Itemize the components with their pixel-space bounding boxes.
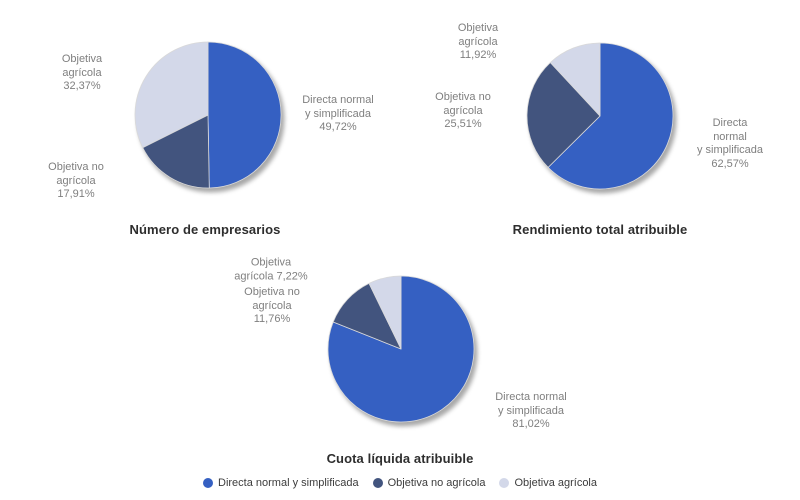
pie-slice-2 — [549, 42, 601, 117]
pie-chart-rendimiento-total-atribuible — [526, 42, 674, 190]
legend-label-objetiva-agricola: Objetiva agrícola — [514, 477, 597, 489]
slice-label-objetiva-agricola: Objetiva agrícola 7,22% — [234, 256, 308, 283]
legend-dot-objetiva-agricola-icon — [499, 478, 510, 488]
legend-label-directa: Directa normal y simplificada — [218, 477, 359, 489]
pie-chart-numero-de-empresarios — [134, 41, 282, 189]
chart-title-rendimiento-total-atribuible: Rendimiento total atribuible — [512, 222, 688, 237]
legend-item-directa: Directa normal y simplificada — [203, 477, 359, 489]
pie-slice-2 — [134, 41, 209, 149]
legend-dot-directa-icon — [203, 478, 213, 488]
slice-label-directa: Directa normal y simplificada 81,02% — [495, 390, 567, 430]
chart-title-cuota-liquida-atribuible: Cuota líquida atribuible — [326, 451, 474, 466]
slice-label-objetiva-no-agricola: Objetiva no agrícola 17,91% — [48, 160, 104, 200]
pie-chart-cuota-liquida-atribuible — [327, 275, 475, 423]
legend-item-objetiva-agricola: Objetiva agrícola — [499, 477, 597, 489]
pie-slice-0 — [207, 41, 282, 189]
pie-slice-0 — [547, 42, 674, 190]
slice-label-directa: Directa normal y simplificada 62,57% — [696, 117, 764, 170]
pie-slice-1 — [142, 114, 210, 189]
slice-label-objetiva-no-agricola: Objetiva no agrícola 25,51% — [435, 90, 491, 130]
slice-label-directa: Directa normal y simplificada 49,72% — [302, 93, 374, 133]
pie-slice-2 — [368, 275, 402, 350]
chart-title-numero-de-empresarios: Número de empresarios — [129, 222, 281, 237]
slice-label-objetiva-no-agricola: Objetiva no agrícola 11,76% — [244, 285, 300, 325]
pie-slice-0 — [327, 275, 475, 423]
slice-label-objetiva-agricola: Objetiva agrícola 32,37% — [61, 52, 103, 92]
legend: Directa normal y simplificada Objetiva n… — [0, 477, 800, 489]
legend-dot-objetiva-no-agricola-icon — [372, 478, 383, 488]
slice-label-objetiva-agricola: Objetiva agrícola 11,92% — [457, 21, 499, 61]
pie-slice-1 — [526, 62, 601, 168]
legend-label-objetiva-no-agricola: Objetiva no agrícola — [387, 477, 486, 489]
legend-item-objetiva-no-agricola: Objetiva no agrícola — [372, 477, 486, 489]
